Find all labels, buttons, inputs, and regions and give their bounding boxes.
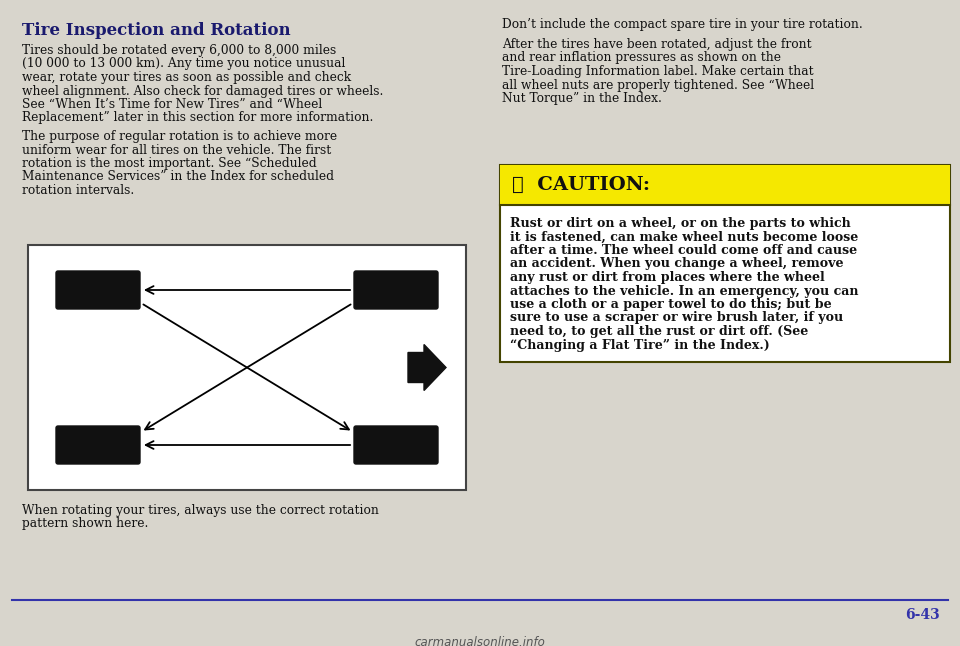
Text: ⚠  CAUTION:: ⚠ CAUTION: [512, 176, 650, 194]
Bar [500, 165, 950, 362]
Text: all wheel nuts are properly tightened. See “Wheel: all wheel nuts are properly tightened. S… [502, 79, 814, 92]
Text: attaches to the vehicle. In an emergency, you can: attaches to the vehicle. In an emergency… [510, 284, 858, 298]
FancyBboxPatch shape [56, 426, 140, 464]
FancyArrow shape [408, 344, 446, 390]
Text: Rust or dirt on a wheel, or on the parts to which: Rust or dirt on a wheel, or on the parts… [510, 217, 851, 230]
Text: an accident. When you change a wheel, remove: an accident. When you change a wheel, re… [510, 258, 844, 271]
Text: rotation intervals.: rotation intervals. [22, 184, 134, 197]
Text: wear, rotate your tires as soon as possible and check: wear, rotate your tires as soon as possi… [22, 71, 351, 84]
FancyBboxPatch shape [354, 426, 438, 464]
Text: Tires should be rotated every 6,000 to 8,000 miles: Tires should be rotated every 6,000 to 8… [22, 44, 336, 57]
Text: Maintenance Services” in the Index for scheduled: Maintenance Services” in the Index for s… [22, 171, 334, 183]
Text: wheel alignment. Also check for damaged tires or wheels.: wheel alignment. Also check for damaged … [22, 85, 383, 98]
Text: use a cloth or a paper towel to do this; but be: use a cloth or a paper towel to do this;… [510, 298, 831, 311]
Text: after a time. The wheel could come off and cause: after a time. The wheel could come off a… [510, 244, 857, 257]
Text: sure to use a scraper or wire brush later, if you: sure to use a scraper or wire brush late… [510, 311, 843, 324]
FancyBboxPatch shape [354, 271, 438, 309]
Text: need to, to get all the rust or dirt off. (See: need to, to get all the rust or dirt off… [510, 325, 808, 338]
Text: “Changing a Flat Tire” in the Index.): “Changing a Flat Tire” in the Index.) [510, 339, 770, 351]
Text: uniform wear for all tires on the vehicle. The first: uniform wear for all tires on the vehicl… [22, 143, 331, 156]
FancyBboxPatch shape [56, 271, 140, 309]
Text: Tire Inspection and Rotation: Tire Inspection and Rotation [22, 22, 291, 39]
Text: The purpose of regular rotation is to achieve more: The purpose of regular rotation is to ac… [22, 130, 337, 143]
Text: Replacement” later in this section for more information.: Replacement” later in this section for m… [22, 112, 373, 125]
Text: Tire-Loading Information label. Make certain that: Tire-Loading Information label. Make cer… [502, 65, 814, 78]
Bar [28, 245, 466, 490]
Text: See “When It’s Time for New Tires” and “Wheel: See “When It’s Time for New Tires” and “… [22, 98, 323, 111]
Text: After the tires have been rotated, adjust the front: After the tires have been rotated, adjus… [502, 38, 811, 51]
Text: Don’t include the compact spare tire in your tire rotation.: Don’t include the compact spare tire in … [502, 18, 863, 31]
Text: it is fastened, can make wheel nuts become loose: it is fastened, can make wheel nuts beco… [510, 231, 858, 244]
Text: carmanualsonline.info: carmanualsonline.info [415, 636, 545, 646]
Text: any rust or dirt from places where the wheel: any rust or dirt from places where the w… [510, 271, 825, 284]
Text: rotation is the most important. See “Scheduled: rotation is the most important. See “Sch… [22, 157, 317, 170]
Text: and rear inflation pressures as shown on the: and rear inflation pressures as shown on… [502, 52, 781, 65]
Text: pattern shown here.: pattern shown here. [22, 517, 149, 530]
Bar [500, 165, 950, 205]
Text: When rotating your tires, always use the correct rotation: When rotating your tires, always use the… [22, 504, 379, 517]
Text: 6-43: 6-43 [905, 608, 940, 622]
Text: (10 000 to 13 000 km). Any time you notice unusual: (10 000 to 13 000 km). Any time you noti… [22, 57, 346, 70]
Text: Nut Torque” in the Index.: Nut Torque” in the Index. [502, 92, 661, 105]
